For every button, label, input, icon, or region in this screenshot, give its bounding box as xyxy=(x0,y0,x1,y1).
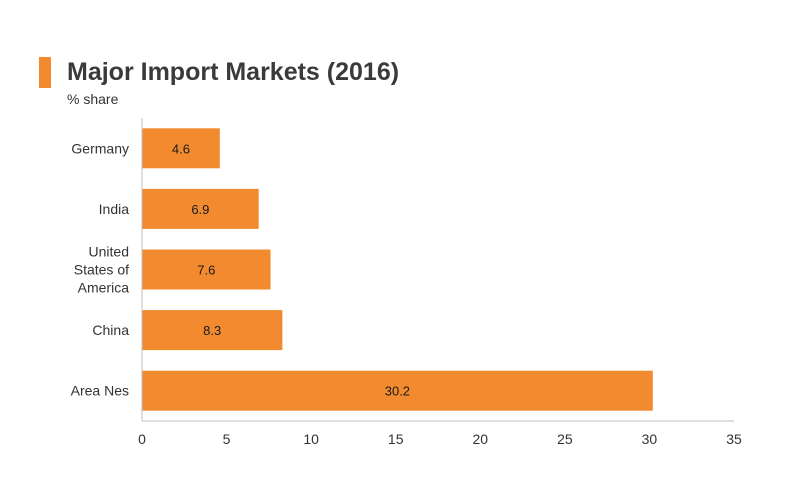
chart-subtitle: % share xyxy=(67,91,119,107)
bar xyxy=(142,249,271,290)
bar xyxy=(142,370,653,411)
data-label: 30.2 xyxy=(385,384,410,399)
data-label: 7.6 xyxy=(197,263,215,278)
x-tick-label: 25 xyxy=(557,431,573,447)
chart-title: Major Import Markets (2016) xyxy=(67,58,400,86)
category-label: Area Nes xyxy=(71,383,129,399)
category-label-line: Germany xyxy=(71,140,129,156)
category-label: United States of America xyxy=(74,244,129,296)
x-ticks-group: 0 5 10 15 20 25 30 35 xyxy=(138,431,742,447)
category-label-line: United xyxy=(89,244,129,260)
data-label: 8.3 xyxy=(203,323,221,338)
bar xyxy=(142,128,220,169)
category-label-line: Area Nes xyxy=(71,383,129,399)
title-accent-bar xyxy=(39,57,51,88)
category-label: Germany xyxy=(71,140,129,156)
data-label: 6.9 xyxy=(191,202,209,217)
x-tick-label: 30 xyxy=(642,431,658,447)
category-label-line: India xyxy=(99,201,130,217)
x-tick-label: 20 xyxy=(472,431,488,447)
data-labels-group: 4.6 6.9 7.6 8.3 30.2 xyxy=(172,141,410,398)
category-label: India xyxy=(99,201,130,217)
category-labels-group: Germany India United States of America China A… xyxy=(71,140,130,398)
data-label: 4.6 xyxy=(172,141,190,156)
category-label: China xyxy=(92,322,129,338)
x-tick-label: 5 xyxy=(223,431,231,447)
x-tick-label: 15 xyxy=(388,431,404,447)
bar xyxy=(142,188,259,229)
x-tick-label: 35 xyxy=(726,431,742,447)
x-tick-label: 0 xyxy=(138,431,146,447)
category-label-line: America xyxy=(78,280,130,296)
bars-group xyxy=(142,128,653,411)
category-label-line: China xyxy=(92,322,129,338)
category-label-line: States of xyxy=(74,262,129,278)
x-tick-label: 10 xyxy=(303,431,319,447)
bar xyxy=(142,310,283,351)
